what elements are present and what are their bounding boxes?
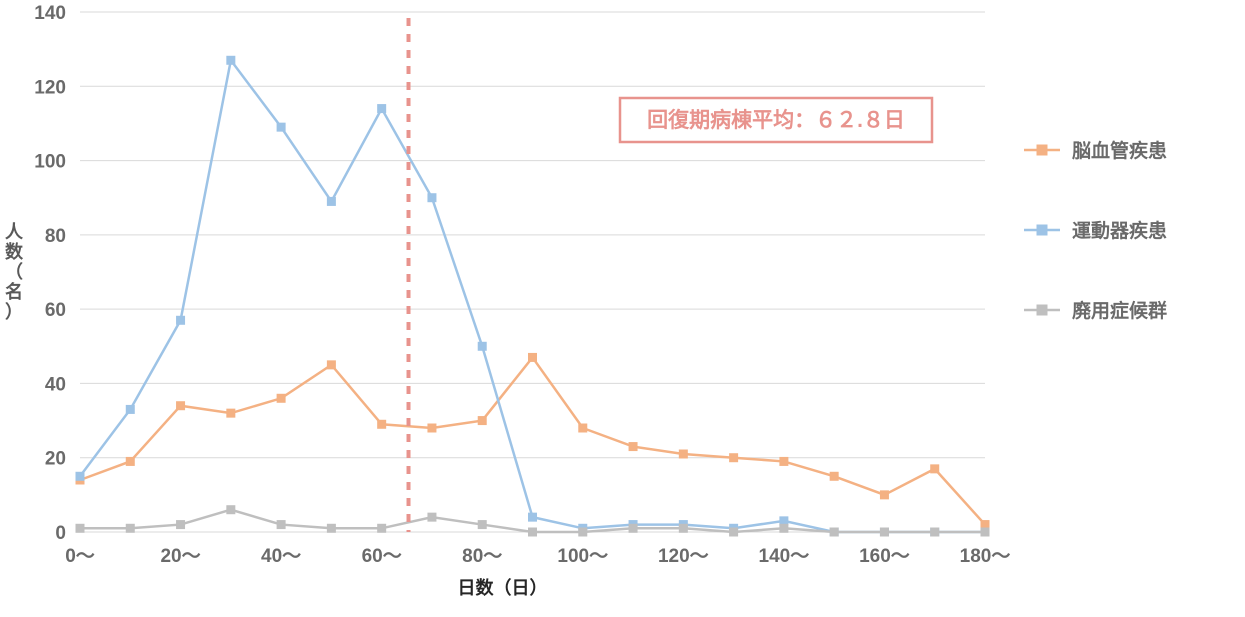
y-axis-title-char: ）	[5, 302, 23, 322]
series-marker	[327, 360, 336, 369]
y-tick-label: 80	[45, 226, 66, 247]
series-marker	[126, 457, 135, 466]
series-marker	[427, 193, 436, 202]
x-axis-title: 日数（日）	[458, 577, 548, 598]
chart-container: 0 20 40 60 80 100 120 140 0～ 20～ 40～ 60～ 80～ 100～ 120～…	[0, 0, 1245, 617]
line-chart: 0 20 40 60 80 100 120 140 0～ 20～ 40～ 60～ 80～ 100～ 120～…	[0, 0, 1245, 617]
series-marker	[729, 453, 738, 462]
y-axis-title-char: （	[5, 262, 23, 282]
series-marker	[277, 520, 286, 529]
series-marker	[880, 528, 889, 537]
series-marker	[478, 416, 487, 425]
legend-label: 脳血管疾患	[1071, 139, 1167, 162]
x-tick-label: 40～	[261, 546, 301, 567]
series-marker	[729, 528, 738, 537]
series-marker	[981, 528, 990, 537]
x-tick-label: 100～	[557, 546, 608, 567]
series-marker	[478, 342, 487, 351]
series-marker	[377, 104, 386, 113]
series-marker	[578, 528, 587, 537]
y-tick-label: 140	[34, 3, 66, 24]
series-marker	[679, 450, 688, 459]
series-marker	[528, 528, 537, 537]
legend-label: 廃用症候群	[1072, 299, 1167, 322]
series-marker	[226, 505, 235, 514]
series-marker	[930, 528, 939, 537]
x-tick-label: 0～	[65, 546, 95, 567]
series-marker	[176, 401, 185, 410]
series-marker	[528, 353, 537, 362]
x-tick-label: 120～	[658, 546, 709, 567]
series-marker	[226, 56, 235, 65]
y-tick-label: 60	[45, 300, 66, 321]
series-marker	[76, 524, 85, 533]
series-marker	[277, 394, 286, 403]
legend-marker	[1037, 145, 1048, 156]
series-marker	[176, 520, 185, 529]
series-marker	[277, 123, 286, 132]
y-tick-label: 120	[34, 77, 66, 98]
series-marker	[629, 442, 638, 451]
series-marker	[126, 405, 135, 414]
x-tick-label: 140～	[759, 546, 810, 567]
series-marker	[880, 490, 889, 499]
series-marker	[930, 464, 939, 473]
series-marker	[226, 409, 235, 418]
series-marker	[478, 520, 487, 529]
x-tick-label: 20～	[160, 546, 200, 567]
series-marker	[176, 316, 185, 325]
series-marker	[578, 424, 587, 433]
series-marker	[830, 528, 839, 537]
series-marker	[126, 524, 135, 533]
series-marker	[76, 472, 85, 481]
y-axis-title-char: 名	[5, 281, 23, 302]
series-marker	[528, 513, 537, 522]
legend-marker	[1037, 225, 1048, 236]
y-axis-title-char: 人	[5, 222, 24, 242]
series-marker	[377, 524, 386, 533]
y-tick-label: 40	[45, 374, 66, 395]
x-tick-label: 180～	[960, 546, 1011, 567]
series-marker	[327, 197, 336, 206]
y-axis-title-char: 数	[5, 241, 24, 262]
y-tick-label: 20	[45, 449, 66, 470]
series-marker	[427, 424, 436, 433]
legend-label: 運動器疾患	[1072, 219, 1167, 242]
series-marker	[377, 420, 386, 429]
x-tick-label: 80～	[462, 546, 502, 567]
series-marker	[779, 524, 788, 533]
series-marker	[629, 524, 638, 533]
series-marker	[327, 524, 336, 533]
x-tick-label: 60～	[362, 546, 402, 567]
series-marker	[830, 472, 839, 481]
annotation-text: 回復期病棟平均：６２.８日	[647, 108, 905, 132]
series-marker	[679, 524, 688, 533]
series-marker	[427, 513, 436, 522]
y-tick-label: 100	[34, 152, 66, 173]
y-tick-label: 0	[55, 523, 66, 544]
x-tick-label: 160～	[859, 546, 910, 567]
legend-marker	[1037, 305, 1048, 316]
series-marker	[779, 457, 788, 466]
